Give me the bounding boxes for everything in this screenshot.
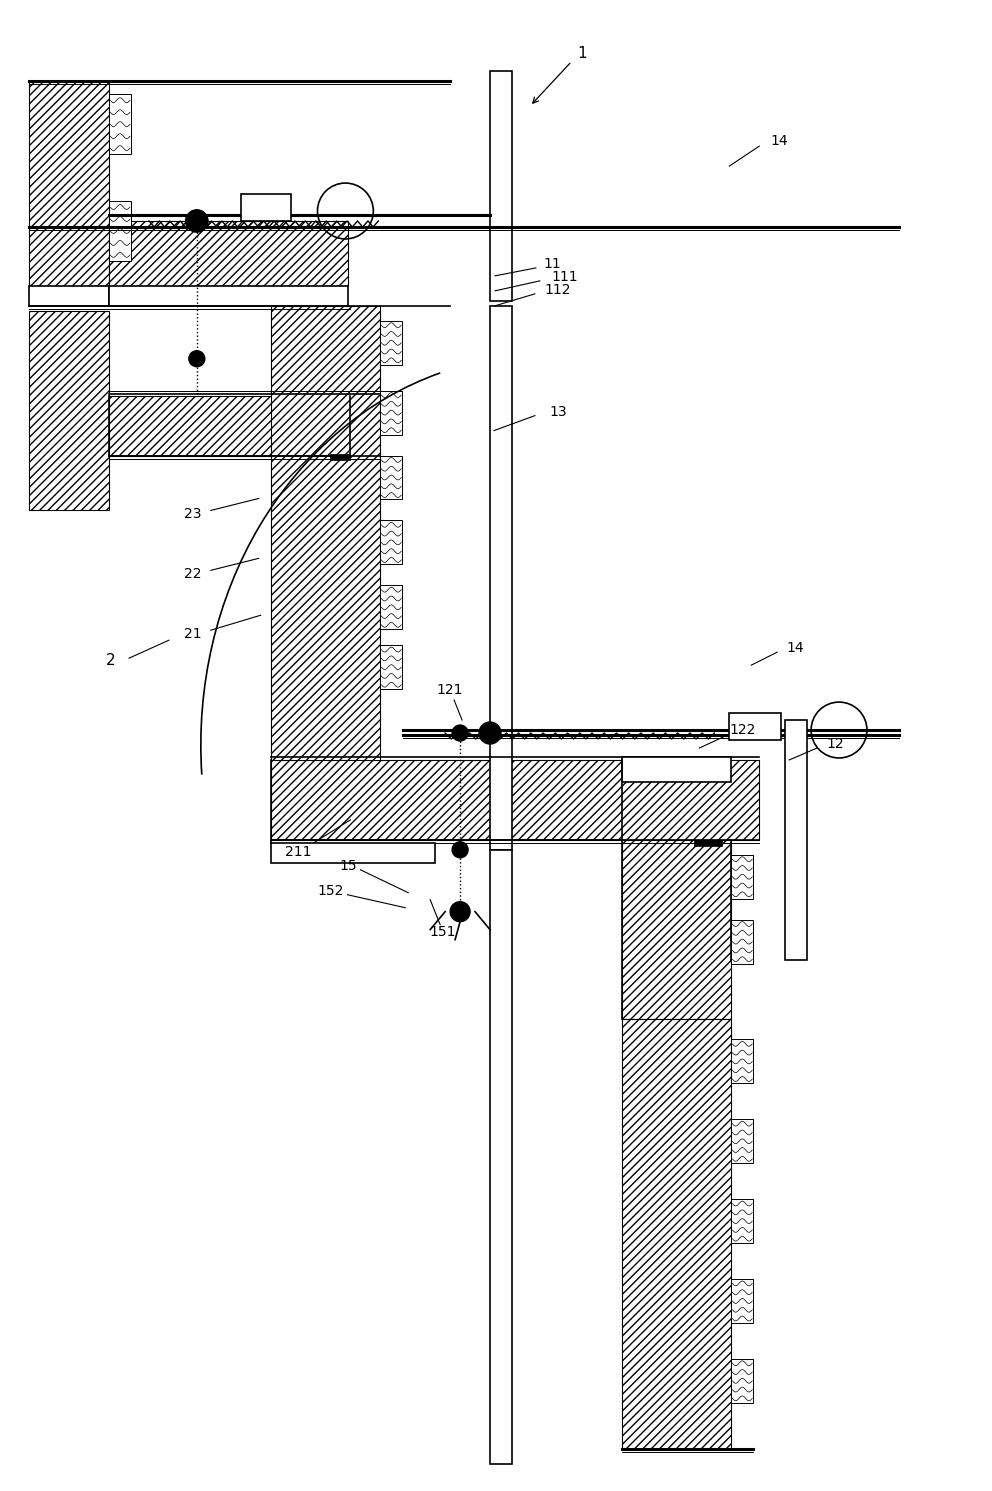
Bar — [490, 306, 512, 850]
Bar — [380, 456, 403, 499]
Text: 14: 14 — [771, 134, 788, 148]
Text: 151: 151 — [430, 924, 456, 939]
Bar — [622, 757, 731, 781]
Circle shape — [479, 722, 501, 744]
Bar — [109, 94, 131, 154]
Bar — [731, 1039, 753, 1084]
Text: 12: 12 — [826, 737, 844, 751]
Text: 11: 11 — [543, 256, 560, 271]
Text: 111: 111 — [552, 270, 578, 283]
Bar — [271, 306, 380, 835]
Text: 1: 1 — [577, 46, 587, 61]
Circle shape — [188, 350, 204, 367]
Text: 211: 211 — [286, 845, 311, 859]
Bar — [109, 395, 348, 456]
Text: 2: 2 — [106, 653, 116, 668]
Bar — [729, 713, 781, 740]
Bar — [731, 854, 753, 899]
Text: 152: 152 — [317, 884, 343, 898]
Bar — [622, 1020, 731, 1449]
Circle shape — [186, 210, 207, 233]
Bar — [786, 720, 807, 960]
Bar — [109, 286, 348, 306]
Bar — [731, 920, 753, 963]
Bar — [380, 586, 403, 629]
Text: 22: 22 — [185, 567, 201, 581]
Circle shape — [450, 902, 470, 921]
Bar — [30, 81, 109, 291]
Bar — [731, 1120, 753, 1163]
Bar — [271, 760, 759, 839]
Bar — [490, 72, 512, 301]
Bar — [731, 1199, 753, 1243]
Bar — [30, 310, 109, 510]
Circle shape — [452, 842, 468, 857]
Text: 121: 121 — [436, 683, 463, 698]
Bar — [694, 839, 722, 845]
Bar — [622, 839, 731, 1020]
Text: 122: 122 — [729, 723, 756, 737]
Bar — [271, 842, 435, 863]
Bar — [380, 321, 403, 365]
Text: 112: 112 — [545, 283, 571, 297]
Text: 21: 21 — [185, 628, 201, 641]
Bar — [731, 1358, 753, 1403]
Bar — [731, 1279, 753, 1323]
Circle shape — [186, 210, 207, 233]
Bar — [330, 453, 350, 459]
Text: 14: 14 — [787, 641, 804, 655]
Bar — [380, 391, 403, 434]
Text: 23: 23 — [185, 507, 201, 522]
Text: 15: 15 — [339, 859, 357, 872]
Text: 13: 13 — [549, 404, 566, 419]
Bar — [109, 201, 131, 261]
Bar — [30, 286, 109, 306]
Bar — [380, 520, 403, 564]
Bar — [241, 194, 291, 221]
Bar — [380, 646, 403, 689]
Bar — [490, 850, 512, 1464]
Circle shape — [452, 725, 468, 741]
Bar — [109, 221, 348, 286]
